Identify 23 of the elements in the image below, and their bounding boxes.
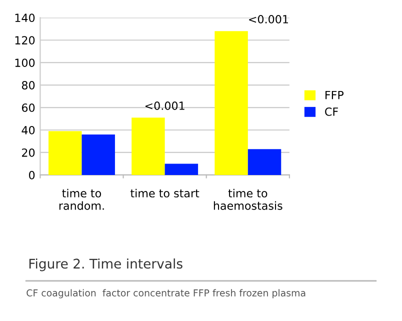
bar	[248, 149, 282, 175]
y-tick-label: 100	[15, 58, 35, 67]
y-tick-label: 140	[15, 14, 35, 22]
annotation: <0.001	[145, 102, 184, 110]
x-tick-label: time to random.	[59, 188, 104, 210]
bar	[82, 134, 115, 175]
y-tick-label: 80	[22, 81, 35, 90]
y-tick-label: 120	[15, 36, 35, 45]
bar	[48, 131, 82, 175]
legend-label: FFP	[326, 90, 344, 100]
bar	[164, 164, 198, 175]
text: CF coagulation factor concentrate FFP fresh frozen plasma	[26, 289, 306, 298]
text: Figure 2. Time intervals	[29, 258, 182, 272]
x-tick-label: time to start	[130, 188, 200, 198]
y-tick-label: 40	[22, 126, 35, 134]
x-tick-label: time to haemostasis	[214, 188, 282, 210]
y-tick-label: 20	[22, 148, 35, 157]
bar	[214, 31, 248, 175]
annotation: <0.001	[249, 15, 288, 24]
bar	[132, 118, 165, 175]
y-tick-label: 0	[29, 170, 35, 180]
legend-label: CF	[325, 107, 338, 116]
y-tick-label: 60	[22, 104, 35, 112]
